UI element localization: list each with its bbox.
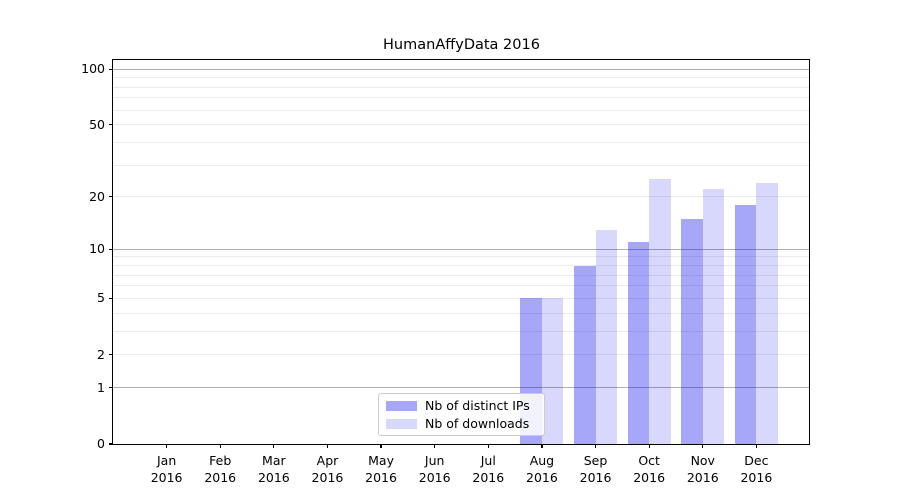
gridline-minor bbox=[113, 97, 810, 99]
x-tick-label: Jul 2016 bbox=[472, 453, 505, 485]
gridline-minor bbox=[113, 124, 810, 126]
y-tick-label: 2 bbox=[97, 346, 105, 362]
bar-distinct-ips bbox=[681, 218, 703, 444]
chart-title: HumanAffyData 2016 bbox=[383, 37, 540, 53]
x-tick-label: Apr 2016 bbox=[311, 453, 344, 485]
gridline-minor bbox=[113, 141, 810, 143]
y-tick-label: 50 bbox=[89, 116, 105, 132]
y-tick-label: 0 bbox=[97, 436, 105, 451]
x-tick-label: Aug 2016 bbox=[526, 453, 558, 485]
x-tick-mark bbox=[326, 444, 329, 448]
bar-distinct-ips bbox=[627, 242, 650, 444]
x-tick-mark bbox=[273, 444, 275, 448]
x-tick-mark bbox=[380, 444, 382, 448]
y-tick-label: 100 bbox=[81, 61, 105, 77]
y-tick-label: 1 bbox=[97, 379, 105, 395]
x-tick-label: Jun 2016 bbox=[418, 453, 451, 485]
gridline-minor bbox=[113, 256, 810, 258]
legend-swatch bbox=[386, 418, 417, 429]
x-tick-label: Mar 2016 bbox=[257, 453, 290, 485]
x-tick-mark bbox=[702, 444, 704, 448]
y-tick-label: 20 bbox=[89, 188, 105, 204]
x-tick-label: Sep 2016 bbox=[579, 453, 612, 485]
legend-label: Nb of distinct IPs bbox=[425, 398, 530, 413]
y-tick-mark bbox=[109, 443, 113, 445]
legend-item: Nb of distinct IPs bbox=[386, 398, 537, 413]
gridline-minor bbox=[113, 265, 810, 267]
bar-downloads bbox=[595, 229, 617, 444]
gridline-major bbox=[113, 387, 810, 389]
gridline-minor bbox=[113, 164, 810, 166]
bar-downloads bbox=[756, 182, 778, 444]
bar-downloads bbox=[649, 179, 671, 444]
x-tick-label: Dec 2016 bbox=[740, 453, 773, 485]
gridline-major bbox=[113, 248, 810, 250]
x-tick-mark bbox=[755, 444, 757, 448]
gridline-minor bbox=[113, 196, 810, 198]
gridline-minor bbox=[113, 86, 810, 88]
gridline-minor bbox=[113, 77, 810, 79]
x-tick-mark bbox=[166, 444, 168, 448]
y-tick-mark bbox=[109, 387, 113, 389]
gridline-major bbox=[113, 68, 810, 70]
x-tick-label: Nov 2016 bbox=[686, 453, 719, 485]
y-tick-mark bbox=[109, 196, 113, 198]
gridline-minor bbox=[113, 285, 810, 287]
bar-distinct-ips bbox=[734, 204, 757, 444]
legend-item: Nb of downloads bbox=[386, 416, 537, 431]
gridline-minor bbox=[113, 354, 810, 356]
y-tick-label: 10 bbox=[89, 241, 105, 257]
gridline-minor bbox=[113, 330, 810, 332]
x-tick-mark bbox=[487, 444, 489, 448]
legend: Nb of distinct IPs Nb of downloads bbox=[378, 393, 545, 436]
y-tick-mark bbox=[109, 124, 113, 126]
gridline-minor bbox=[113, 312, 810, 314]
legend-label: Nb of downloads bbox=[425, 416, 530, 431]
gridline-minor bbox=[113, 274, 810, 276]
gridline-minor bbox=[113, 109, 810, 111]
y-tick-mark bbox=[109, 297, 113, 300]
x-tick-mark bbox=[594, 444, 597, 448]
x-tick-label: May 2016 bbox=[365, 453, 397, 485]
x-tick-mark bbox=[434, 444, 436, 448]
x-tick-label: Feb 2016 bbox=[204, 453, 237, 485]
y-tick-mark bbox=[109, 248, 113, 250]
bar-downloads bbox=[541, 298, 564, 444]
x-tick-mark bbox=[219, 444, 221, 448]
x-tick-mark bbox=[541, 444, 543, 448]
y-tick-mark bbox=[109, 354, 113, 356]
y-tick-mark bbox=[109, 68, 113, 70]
gridline-minor bbox=[113, 297, 810, 299]
x-tick-label: Oct 2016 bbox=[633, 453, 666, 485]
bar-downloads bbox=[702, 189, 725, 444]
x-tick-mark bbox=[648, 444, 650, 448]
y-tick-label: 5 bbox=[97, 290, 105, 306]
x-tick-label: Jan 2016 bbox=[150, 453, 183, 485]
legend-swatch bbox=[386, 400, 417, 411]
bar-distinct-ips bbox=[574, 265, 596, 444]
